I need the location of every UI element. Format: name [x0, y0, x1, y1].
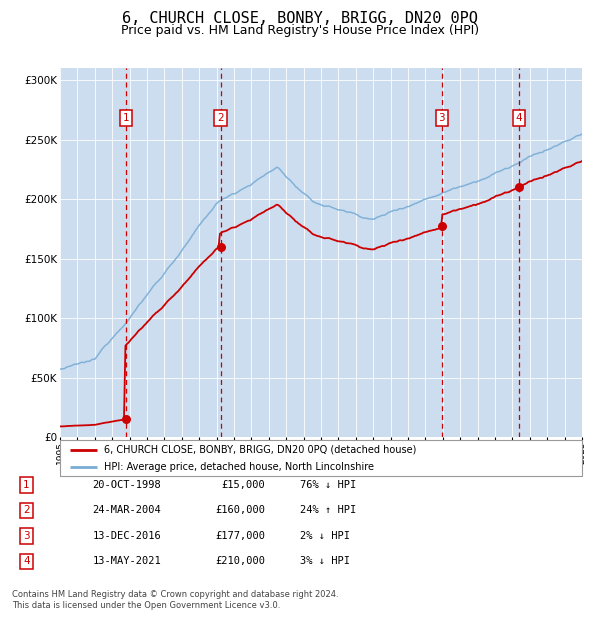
- Text: 13-DEC-2016: 13-DEC-2016: [92, 531, 161, 541]
- Bar: [126, 68, 221, 437]
- Text: 4: 4: [515, 113, 522, 123]
- Bar: [519, 68, 582, 437]
- Text: £15,000: £15,000: [221, 480, 265, 490]
- Text: 1: 1: [23, 480, 30, 490]
- Bar: [442, 68, 519, 437]
- Point: [216, 242, 226, 252]
- Bar: [126, 68, 221, 437]
- Text: 76% ↓ HPI: 76% ↓ HPI: [300, 480, 356, 490]
- Text: £210,000: £210,000: [215, 557, 265, 567]
- Text: 1: 1: [123, 113, 130, 123]
- Text: 4: 4: [23, 557, 30, 567]
- Text: 24-MAR-2004: 24-MAR-2004: [92, 505, 161, 515]
- Point: [514, 182, 524, 192]
- Text: HPI: Average price, detached house, North Lincolnshire: HPI: Average price, detached house, Nort…: [104, 461, 374, 472]
- Bar: [60, 68, 126, 437]
- Bar: [442, 68, 519, 437]
- Text: 3: 3: [23, 531, 30, 541]
- Point: [121, 414, 131, 424]
- Bar: [221, 68, 442, 437]
- Point: [437, 221, 447, 231]
- Text: 2: 2: [217, 113, 224, 123]
- Text: 6, CHURCH CLOSE, BONBY, BRIGG, DN20 0PQ (detached house): 6, CHURCH CLOSE, BONBY, BRIGG, DN20 0PQ …: [104, 445, 417, 454]
- Text: 2% ↓ HPI: 2% ↓ HPI: [300, 531, 350, 541]
- Text: Price paid vs. HM Land Registry's House Price Index (HPI): Price paid vs. HM Land Registry's House …: [121, 24, 479, 37]
- Bar: [60, 68, 126, 437]
- Text: 13-MAY-2021: 13-MAY-2021: [92, 557, 161, 567]
- FancyBboxPatch shape: [60, 440, 582, 476]
- Text: £177,000: £177,000: [215, 531, 265, 541]
- Text: 3% ↓ HPI: 3% ↓ HPI: [300, 557, 350, 567]
- Text: 3: 3: [439, 113, 445, 123]
- Text: £160,000: £160,000: [215, 505, 265, 515]
- Text: 20-OCT-1998: 20-OCT-1998: [92, 480, 161, 490]
- Text: 2: 2: [23, 505, 30, 515]
- Text: Contains HM Land Registry data © Crown copyright and database right 2024.
This d: Contains HM Land Registry data © Crown c…: [12, 590, 338, 609]
- Text: 24% ↑ HPI: 24% ↑ HPI: [300, 505, 356, 515]
- Text: 6, CHURCH CLOSE, BONBY, BRIGG, DN20 0PQ: 6, CHURCH CLOSE, BONBY, BRIGG, DN20 0PQ: [122, 11, 478, 26]
- Bar: [519, 68, 582, 437]
- Bar: [221, 68, 442, 437]
